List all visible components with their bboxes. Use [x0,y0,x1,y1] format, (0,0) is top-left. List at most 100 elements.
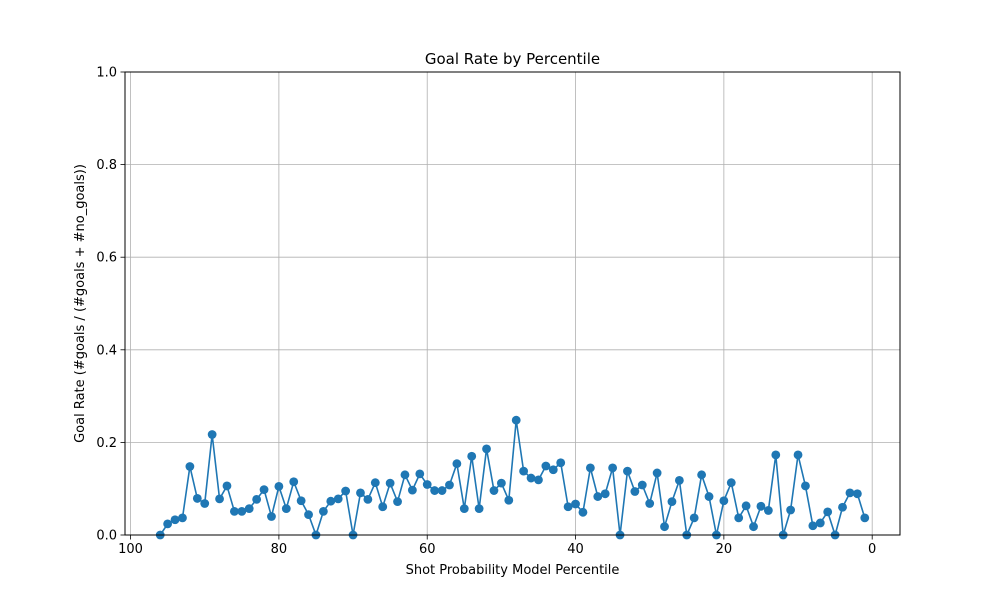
data-point [341,486,351,496]
data-point [244,504,254,514]
data-point [845,488,855,498]
data-point [356,488,365,498]
y-axis-label: Goal Rate (#goals / (#goals + #no_goals)… [73,164,88,443]
data-point [163,519,173,529]
data-point [296,496,306,506]
data-point [704,492,714,501]
data-point [237,506,247,516]
data-point [370,478,380,488]
data-point [229,506,239,516]
data-series [155,415,870,540]
data-point [200,499,210,508]
x-tick-label: 100 [118,542,143,557]
data-point [534,475,543,485]
data-point [178,513,187,523]
data-point [474,504,484,514]
y-tick-label: 1.0 [96,66,117,81]
data-point [563,502,573,512]
data-point [726,478,736,488]
data-point [734,513,744,523]
data-point [652,468,662,478]
data-point [689,513,699,523]
data-point [556,458,566,468]
data-point [281,504,291,514]
data-point [578,507,588,517]
data-point [489,486,499,495]
data-point [823,507,833,517]
y-tick-label: 0.4 [96,343,117,358]
chart-title: Goal Rate by Percentile [425,50,600,68]
data-point [637,480,647,490]
data-point [496,478,506,488]
data-point [838,502,847,512]
data-point [719,496,729,506]
data-point [630,487,640,496]
data-point [192,494,202,503]
data-point [548,465,558,475]
data-point [801,481,810,491]
data-point [593,492,603,501]
y-tick-label: 0.2 [96,436,117,451]
data-point [267,512,276,521]
data-point [326,496,336,506]
data-point [445,480,454,490]
data-point [207,430,217,439]
data-point [459,504,469,514]
data-point [660,522,669,532]
data-point [756,501,766,511]
data-point [645,499,655,508]
data-point [407,485,417,495]
data-point [363,494,373,504]
data-point [185,462,195,471]
data-point [430,486,440,495]
data-point [259,485,269,495]
data-point [763,506,773,515]
data-point [519,466,529,476]
x-tick-label: 0 [868,542,876,557]
data-point [333,494,343,504]
data-point [170,515,180,525]
data-point [771,450,781,460]
y-tick-label: 0.0 [96,529,117,544]
data-point [741,501,751,511]
data-point [608,463,618,473]
x-tick-label: 20 [716,542,733,557]
data-point [393,497,402,507]
x-tick-label: 80 [271,542,288,557]
data-point [585,463,595,473]
data-point [378,502,388,512]
data-point [623,466,632,476]
data-point [504,495,514,505]
plot-frame [124,71,901,536]
data-point [274,481,284,491]
data-point [697,470,707,480]
data-point [482,444,491,454]
y-tick-label: 0.6 [96,251,117,266]
series-line [159,420,866,538]
data-point [526,473,536,483]
x-tick-label: 60 [419,542,436,557]
data-point [385,478,395,488]
x-tick-label: 40 [567,542,584,557]
data-point [541,461,551,471]
x-axis-ticks: 100 80 60 40 20 0 [118,535,876,557]
data-point [252,494,262,504]
x-axis-label: Shot Probability Model Percentile [406,563,620,578]
data-point [215,494,224,504]
data-point [422,480,432,489]
data-point [318,506,328,516]
data-point [786,505,796,515]
data-point [437,486,447,495]
y-axis-ticks: 0.0 0.2 0.4 0.6 0.8 1.0 [96,66,125,544]
data-point [860,513,870,523]
data-point [815,518,825,528]
data-point [808,521,818,531]
data-point [511,415,521,425]
data-point [571,499,580,509]
data-point [400,470,410,480]
data-point [467,451,477,461]
y-tick-label: 0.8 [96,158,117,173]
data-point [289,477,299,487]
data-point [600,489,610,499]
